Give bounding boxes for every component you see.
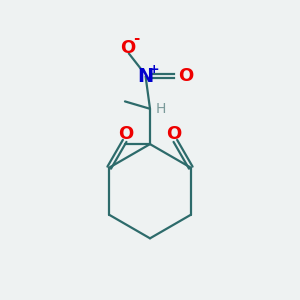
- Text: O: O: [166, 125, 182, 143]
- Text: -: -: [134, 31, 140, 46]
- Text: O: O: [178, 68, 194, 85]
- Text: N: N: [137, 67, 154, 86]
- Text: H: H: [156, 102, 166, 116]
- Text: +: +: [149, 62, 160, 76]
- Text: O: O: [120, 38, 135, 56]
- Text: O: O: [118, 125, 134, 143]
